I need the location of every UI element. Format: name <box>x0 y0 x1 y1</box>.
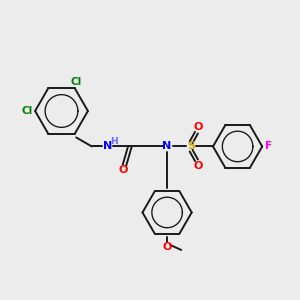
Text: N: N <box>163 142 172 152</box>
Text: O: O <box>193 161 202 171</box>
Text: S: S <box>187 142 195 152</box>
Text: Cl: Cl <box>21 106 32 116</box>
Text: H: H <box>110 136 118 146</box>
Text: N: N <box>103 142 112 152</box>
Text: O: O <box>118 166 128 176</box>
Text: F: F <box>265 142 272 152</box>
Text: O: O <box>193 122 202 132</box>
Text: O: O <box>162 242 172 252</box>
Text: Cl: Cl <box>70 76 82 86</box>
